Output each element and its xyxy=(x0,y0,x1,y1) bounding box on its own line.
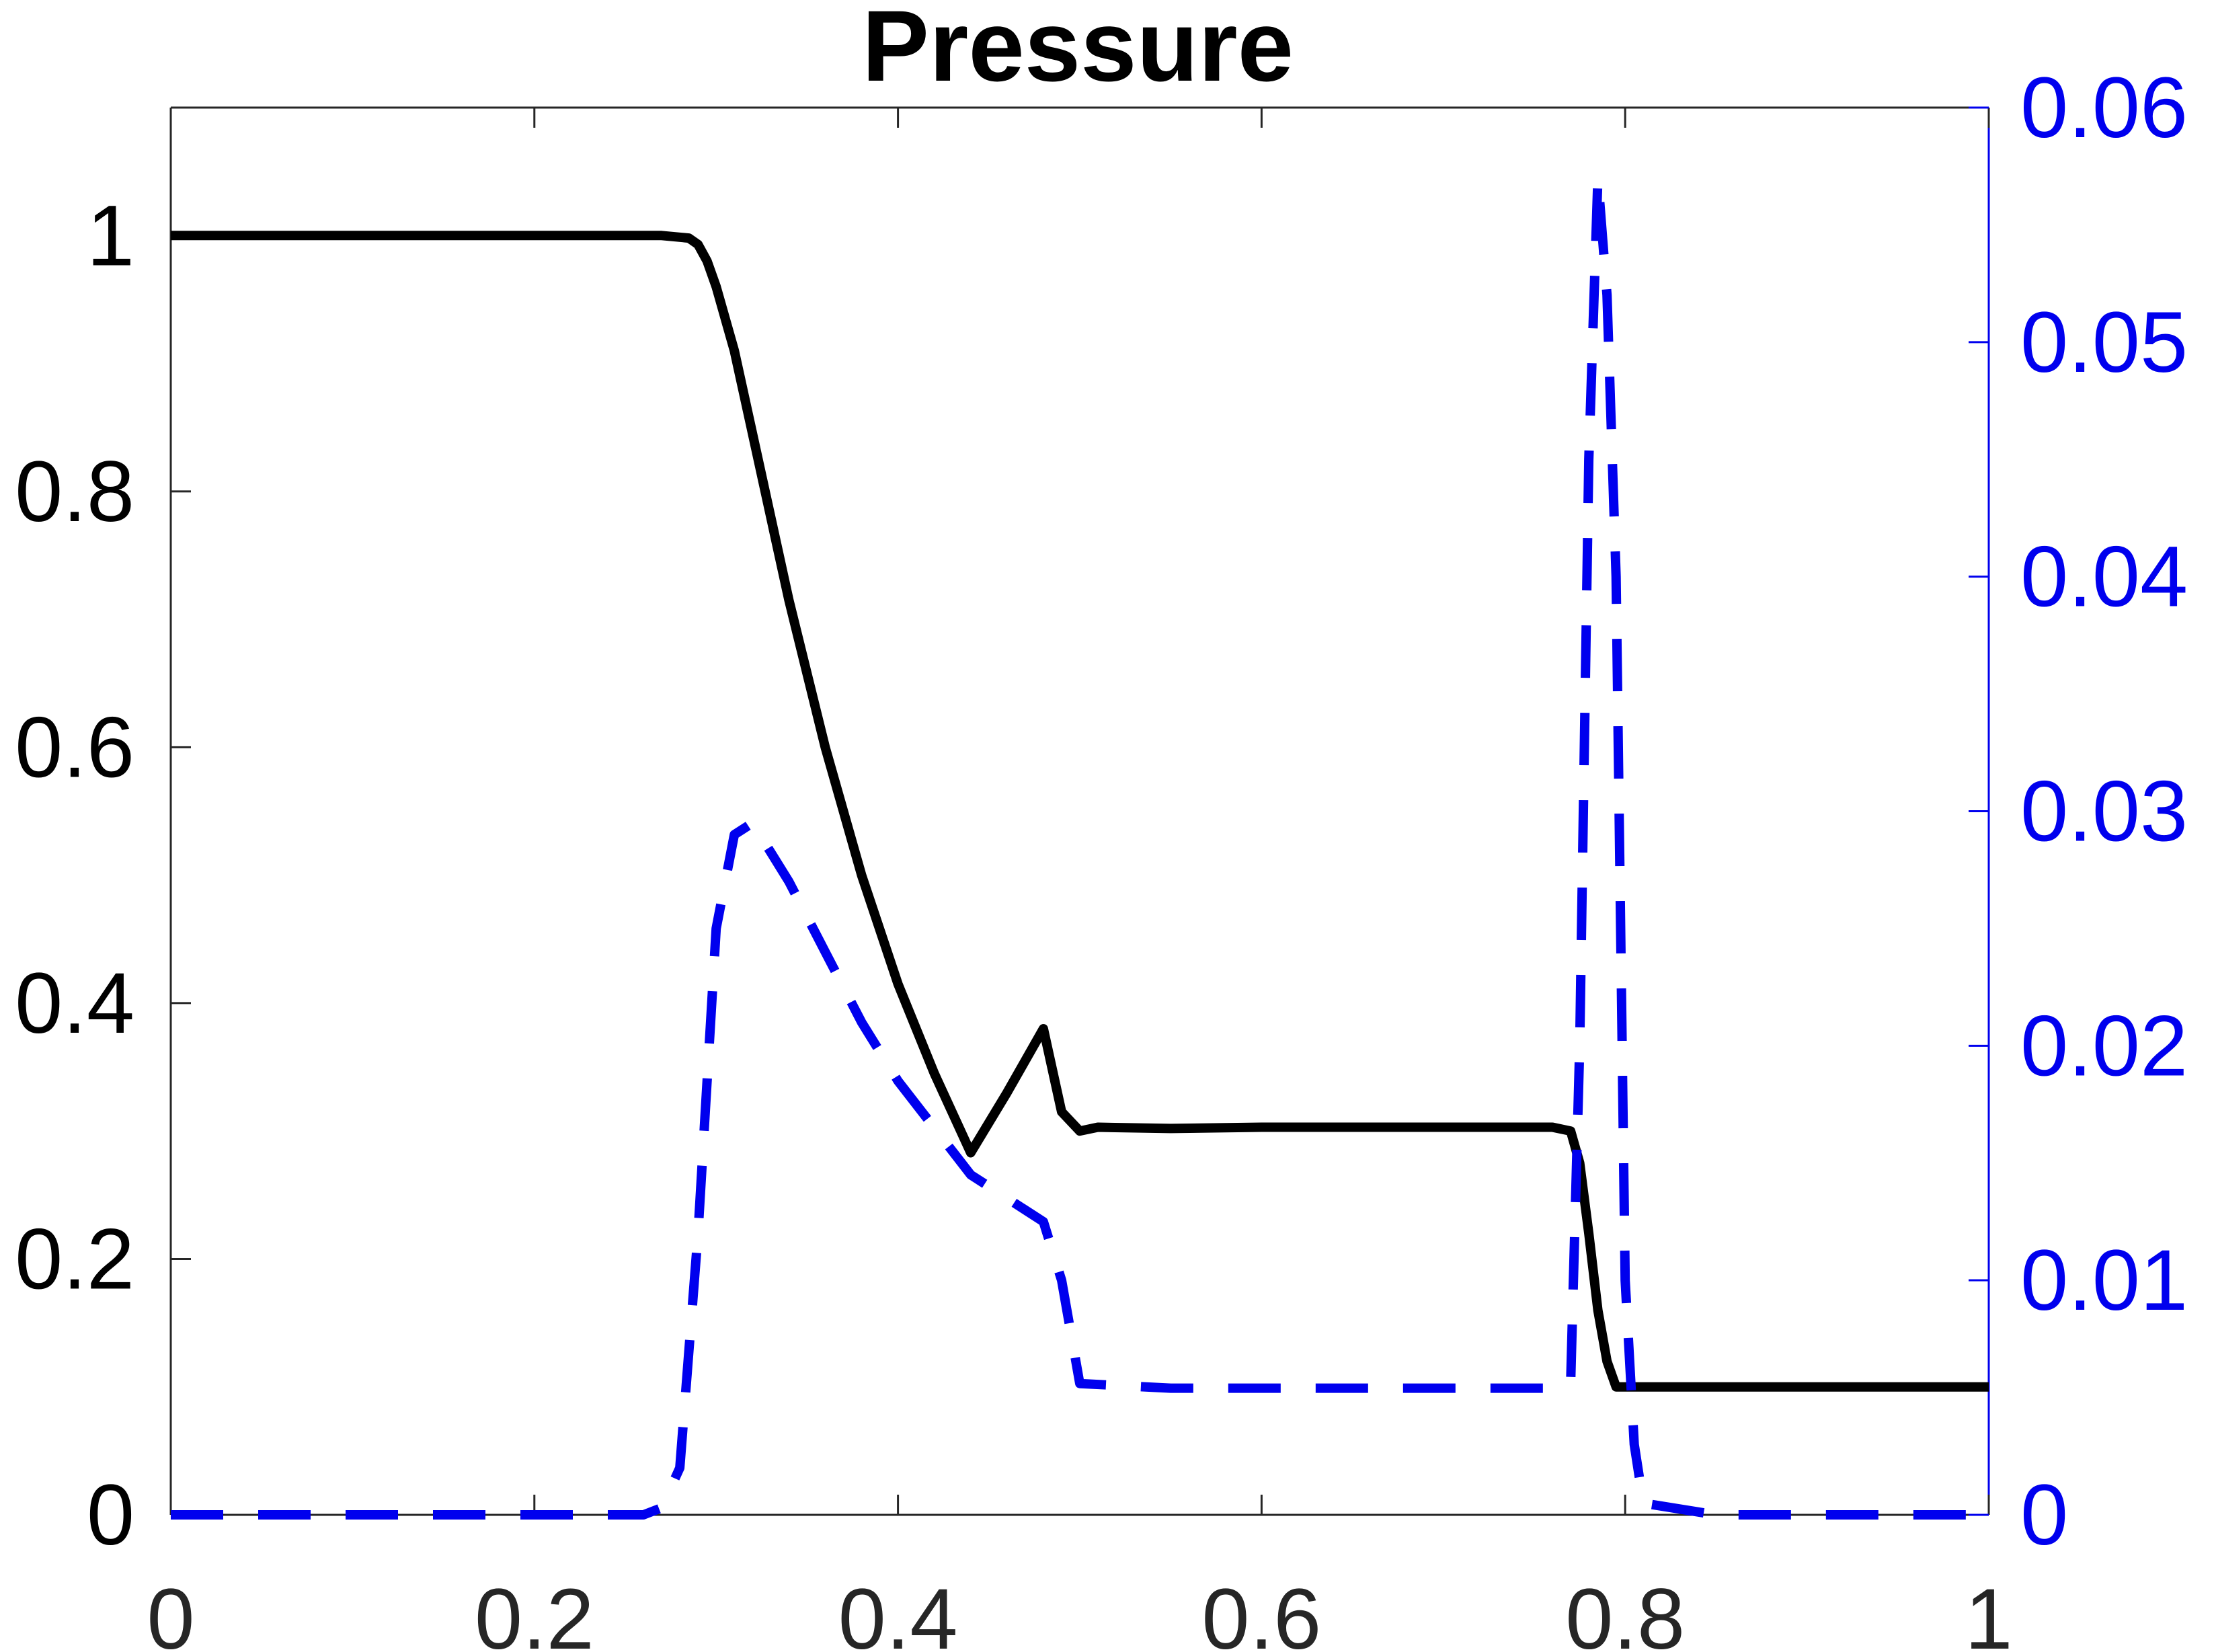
y-axis-left: 0 0.2 0.4 0.6 0.8 1 xyxy=(15,188,191,1563)
y-right-tick-label: 0 xyxy=(2020,1467,2068,1563)
series-layer xyxy=(171,173,1989,1520)
series-line-right-axis xyxy=(171,173,1989,1520)
chart-title: Pressure xyxy=(862,0,1294,102)
x-tick-label: 0 xyxy=(147,1571,194,1652)
plot-box xyxy=(169,106,1990,1516)
y-right-tick-label: 0.02 xyxy=(2020,998,2188,1094)
y-right-tick-label: 0.03 xyxy=(2020,764,2188,860)
y-left-tick-label: 0.2 xyxy=(15,1211,134,1307)
y-right-tick-label: 0.06 xyxy=(2020,60,2188,156)
series-line-left-axis xyxy=(171,231,1989,1392)
x-tick-label: 0.6 xyxy=(1201,1571,1321,1652)
y-left-tick-label: 0 xyxy=(87,1467,134,1563)
y-right-tick-label: 0.05 xyxy=(2020,294,2188,391)
y-left-tick-label: 1 xyxy=(87,188,134,284)
x-axis: 0 0.2 0.4 0.6 0.8 1 xyxy=(147,108,2013,1652)
y-left-tick-label: 0.8 xyxy=(15,444,134,540)
x-tick-label: 1 xyxy=(1965,1571,2012,1652)
y-left-tick-label: 0.6 xyxy=(15,699,134,795)
y-axis-right: 0 0.01 0.02 0.03 0.04 0.05 0.06 xyxy=(1969,60,2188,1563)
x-tick-label: 0.2 xyxy=(475,1571,594,1652)
y-right-tick-label: 0.04 xyxy=(2020,529,2188,625)
x-tick-label: 0.4 xyxy=(838,1571,958,1652)
x-tick-label: 0.8 xyxy=(1565,1571,1685,1652)
y-left-tick-label: 0.4 xyxy=(15,955,134,1052)
y-right-tick-label: 0.01 xyxy=(2020,1232,2188,1329)
